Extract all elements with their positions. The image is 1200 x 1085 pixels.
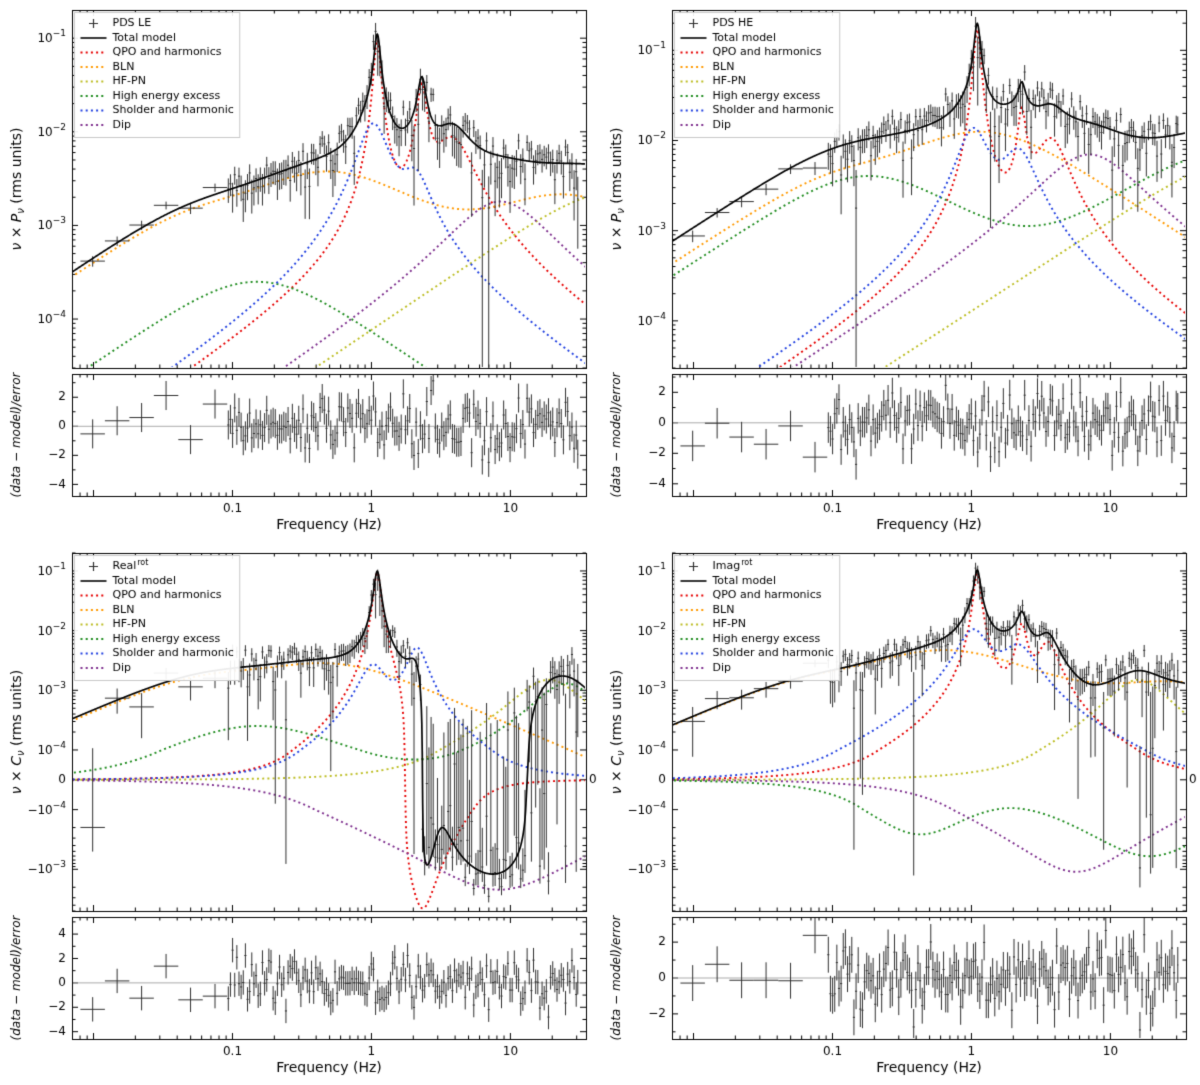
panel-pds-he [600, 0, 1200, 542]
panel-imag-rot [600, 543, 1200, 1085]
panel-real-rot [0, 543, 600, 1085]
panel-pds-le [0, 0, 600, 542]
